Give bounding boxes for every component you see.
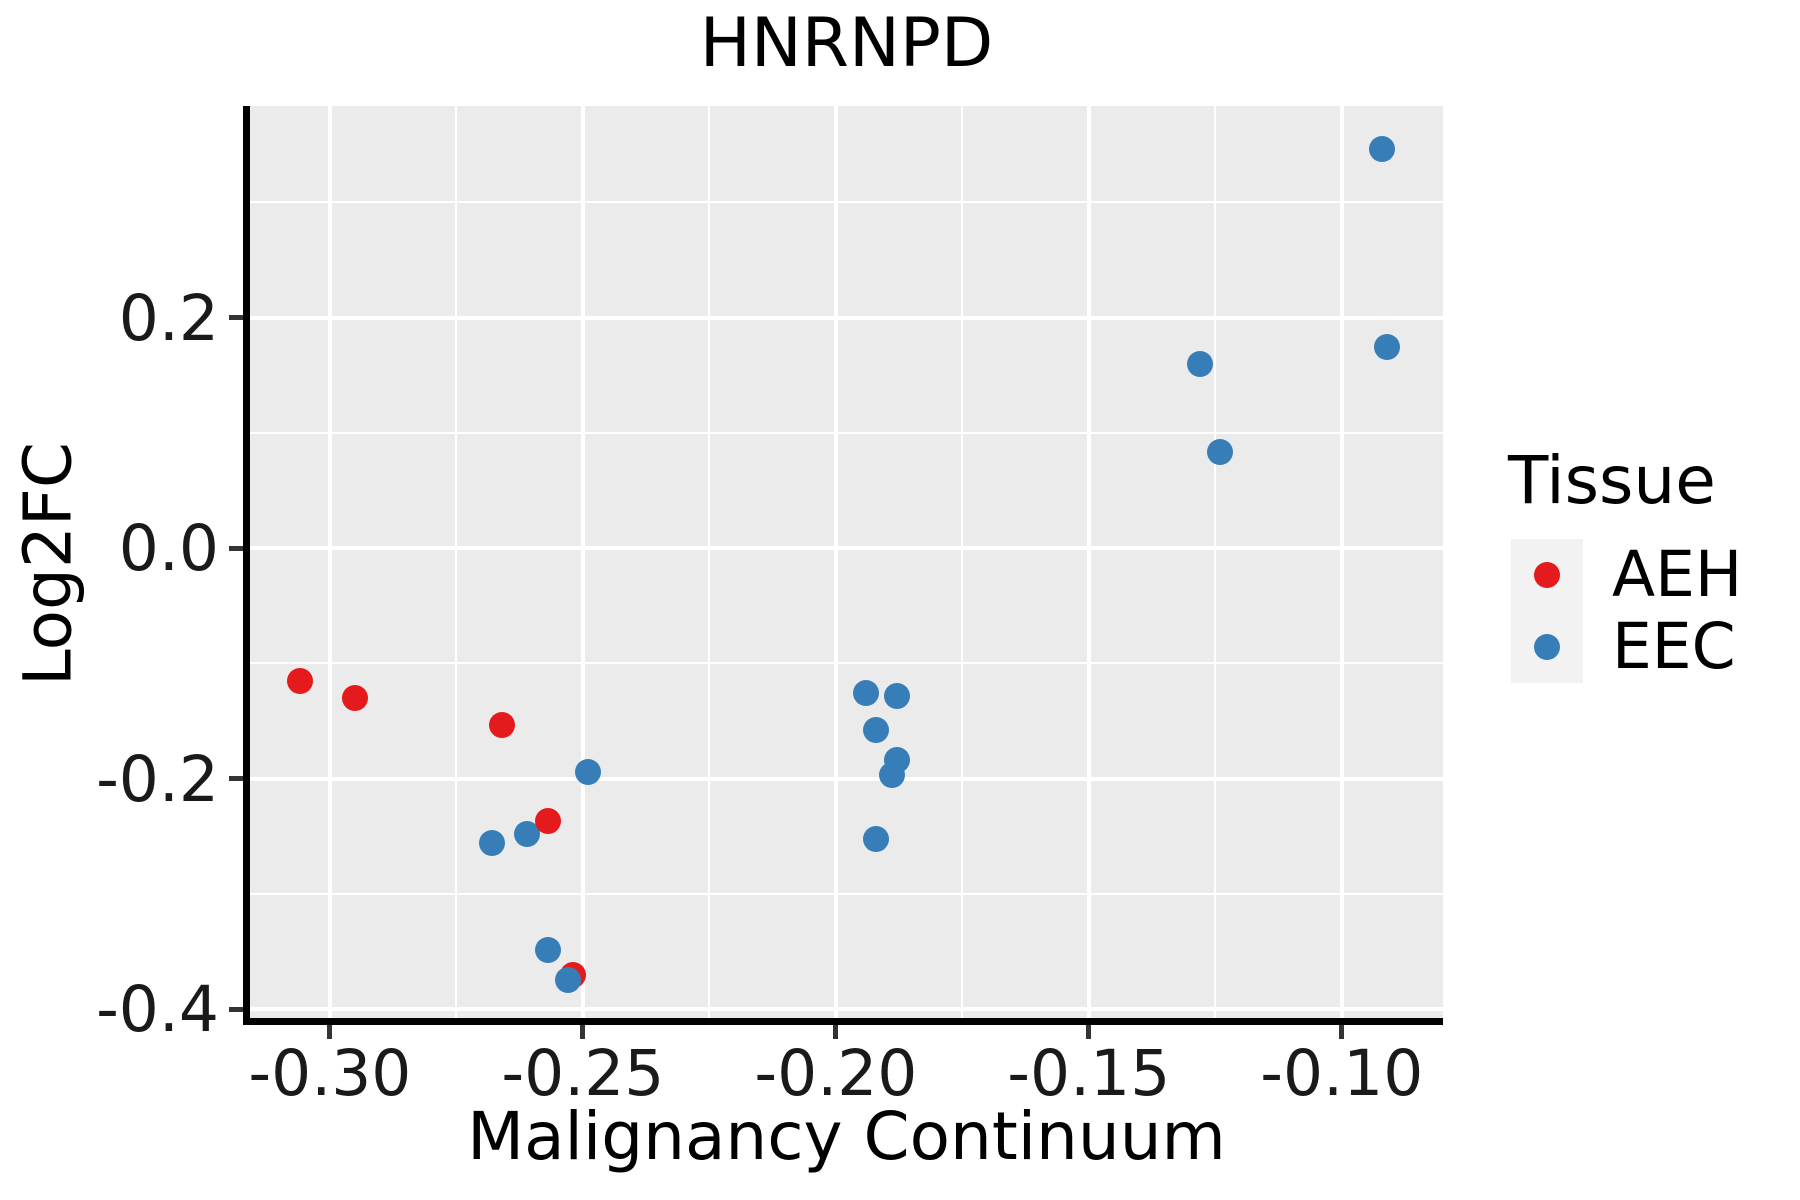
legend-label-aeh: AEH [1612,538,1743,611]
data-point-eec [1374,334,1401,361]
eec-dot-icon [1534,634,1560,660]
gridline-major-vertical [580,106,585,1018]
gridline-major-horizontal [250,1007,1443,1012]
data-point-eec [1369,136,1396,163]
plot-title: HNRNPD [699,4,994,83]
y-tick-label: -0.4 [96,973,219,1047]
data-point-aeh [534,808,561,835]
x-tick-label: -0.10 [1260,1037,1424,1110]
data-point-eec [878,762,905,789]
gridline-minor-vertical [961,106,964,1018]
y-tick-mark [229,1006,243,1012]
y-tick-mark [229,545,243,551]
data-point-eec [1207,439,1234,466]
x-tick-label: -0.30 [248,1037,412,1110]
gridline-minor-horizontal [250,431,1443,434]
x-tick-mark [1339,1025,1345,1039]
y-tick-mark [229,315,243,320]
plot-panel [250,106,1443,1018]
x-tick-mark [833,1025,839,1039]
gridline-major-vertical [1339,106,1344,1018]
gridline-major-vertical [833,106,838,1018]
x-tick-label: -0.20 [754,1037,918,1110]
y-tick-label: 0.0 [118,512,219,585]
data-point-aeh [489,711,515,738]
legend-key-aeh [1511,539,1583,611]
gridline-minor-horizontal [250,662,1443,665]
gridline-major-horizontal [250,776,1443,781]
data-point-aeh [286,667,313,694]
data-point-eec [863,717,890,744]
data-point-eec [554,967,581,994]
data-point-eec [853,680,880,707]
gridline-major-vertical [1086,106,1091,1018]
gridline-minor-vertical [708,106,711,1018]
gridline-minor-horizontal [250,201,1443,204]
data-point-eec [883,682,910,709]
x-tick-label: -0.25 [501,1037,665,1110]
gridline-major-horizontal [250,546,1443,550]
y-tick-mark [229,776,243,782]
gridline-major-vertical [327,106,332,1018]
data-point-eec [478,830,505,857]
y-tick-label: 0.2 [118,281,219,355]
x-tick-mark [580,1025,586,1039]
legend-label-eec: EEC [1612,610,1736,683]
legend-title: Tissue [1508,442,1716,519]
x-tick-label: -0.15 [1007,1037,1171,1110]
x-axis-line [243,1018,1443,1025]
data-point-eec [575,758,601,785]
data-point-eec [863,825,890,852]
x-axis-title: Malignancy Continuum [467,1098,1226,1175]
x-tick-mark [327,1025,333,1039]
gridline-major-horizontal [250,315,1443,320]
gridline-minor-horizontal [250,892,1443,895]
x-tick-mark [1086,1025,1092,1039]
gridline-minor-vertical [1214,106,1217,1018]
gridline-minor-vertical [455,106,458,1018]
aeh-dot-icon [1534,562,1560,588]
data-point-eec [534,937,561,964]
y-tick-label: -0.2 [96,742,219,816]
legend-key-eec [1511,611,1583,683]
legend: Tissue AEH EEC [1508,442,1742,683]
data-point-eec [1187,350,1214,377]
y-axis-line [243,106,250,1025]
data-point-aeh [342,684,369,711]
